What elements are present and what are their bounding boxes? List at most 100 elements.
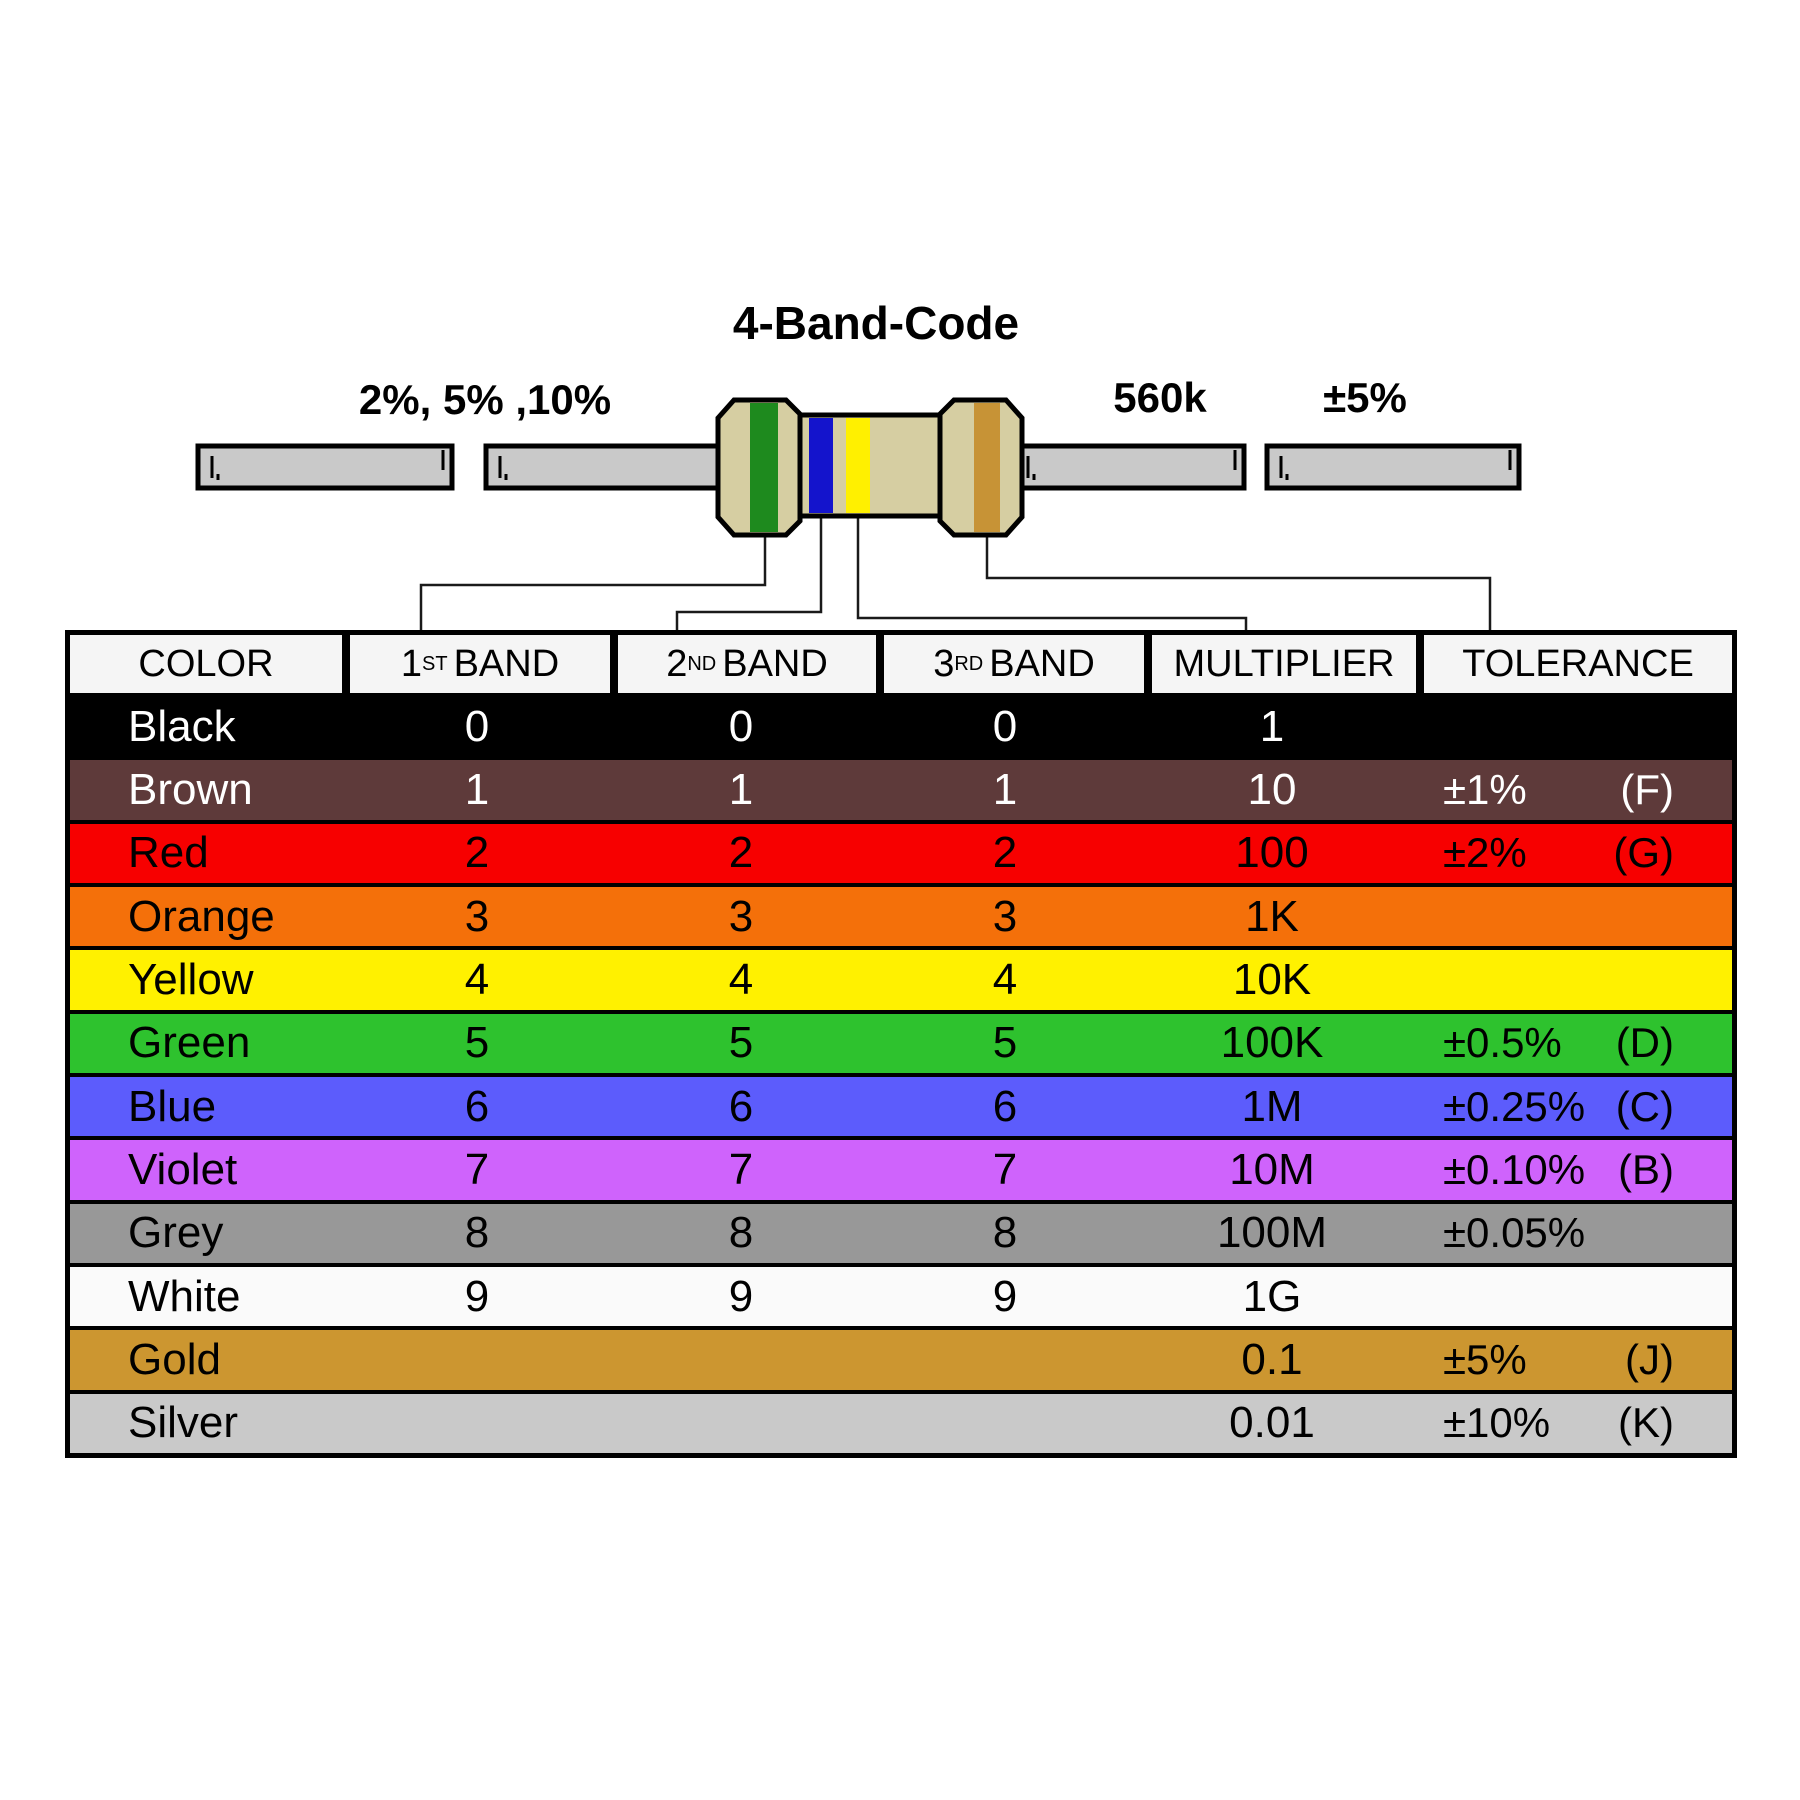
multiplier-cell: 1M xyxy=(1140,1076,1404,1137)
lead-bar-3 xyxy=(1011,443,1247,491)
tolerance-cell: ±10% (K) xyxy=(1409,1394,1732,1453)
tolerance-value-label: ±5% xyxy=(1323,374,1407,421)
band2-digit-cell: 8 xyxy=(612,1203,870,1263)
tolerance-letter: (C) xyxy=(1615,1082,1674,1130)
tolerance-cell xyxy=(1409,697,1732,756)
band1-digit-cell: 6 xyxy=(347,1076,607,1137)
header-3rd-num: 3 xyxy=(933,642,955,685)
table-row: Red 2 2 2 100 ±2% (G) xyxy=(70,823,1732,883)
multiplier-cell: 0.1 xyxy=(1140,1330,1404,1390)
color-name-cell: White xyxy=(128,1271,241,1321)
tolerance-value: ±0.05% xyxy=(1443,1209,1586,1257)
table-header-row: COLOR 1 ST BAND 2 ND BAND 3 RD BAND MULTIPLIER… xyxy=(70,635,1732,697)
tolerance-cell: ±0.10% (B) xyxy=(1409,1140,1732,1199)
tolerance-letter: (K) xyxy=(1618,1399,1674,1447)
lead-bar-1 xyxy=(195,443,455,491)
tolerance-value: ±0.10% xyxy=(1443,1145,1586,1193)
band2-digit-cell: 6 xyxy=(612,1076,870,1137)
band3-digit-cell: 1 xyxy=(875,760,1135,820)
header-1st-num: 1 xyxy=(400,642,422,685)
band3-digit-cell: 7 xyxy=(875,1140,1135,1200)
tolerance-value: ±5% xyxy=(1443,1335,1527,1383)
tolerance-value: ±0.5% xyxy=(1443,1019,1562,1067)
color-name-cell: Black xyxy=(128,701,236,751)
header-3rd-rest: BAND xyxy=(989,642,1095,685)
table-row: Brown 1 1 1 10 ±1% (F) xyxy=(70,760,1732,820)
connector-band1 xyxy=(419,533,767,630)
header-color: COLOR xyxy=(70,635,342,693)
table-row: Orange 3 3 3 1K xyxy=(70,886,1732,947)
band3-digit-cell: 8 xyxy=(875,1203,1135,1263)
table-body: Black 0 0 0 1 Brown 1 1 1 10 ±1% (F) Red… xyxy=(70,697,1732,1453)
tolerance-cell: ±1% (F) xyxy=(1409,760,1732,819)
band1-digit-cell xyxy=(347,1393,607,1453)
tolerance-value: ±0.25% xyxy=(1443,1082,1586,1130)
gold-band xyxy=(974,403,1000,532)
multiplier-cell: 1K xyxy=(1140,886,1404,947)
tolerance-options-label: 2%, 5% ,10% xyxy=(358,376,612,423)
multiplier-cell: 1G xyxy=(1140,1266,1404,1327)
color-name-cell: Brown xyxy=(128,764,253,814)
color-name-cell: Yellow xyxy=(128,954,254,1004)
connector-band2 xyxy=(675,516,823,630)
band2-digit-cell: 1 xyxy=(612,760,870,820)
band2-digit-cell: 5 xyxy=(612,1013,870,1073)
band1-digit-cell: 9 xyxy=(347,1266,607,1327)
tolerance-cell: ±0.05% xyxy=(1409,1204,1732,1263)
multiplier-cell: 0.01 xyxy=(1140,1393,1404,1453)
blue-band xyxy=(809,418,833,513)
color-name-cell: Blue xyxy=(128,1081,217,1131)
multiplier-cell: 100 xyxy=(1140,823,1404,883)
header-1st-band: 1 ST BAND xyxy=(350,635,610,693)
table-row: Blue 6 6 6 1M ±0.25% (C) xyxy=(70,1076,1732,1137)
tolerance-value: ±1% xyxy=(1443,765,1527,813)
color-name-cell: Silver xyxy=(128,1398,239,1448)
band3-digit-cell: 0 xyxy=(875,697,1135,757)
band3-digit-cell: 9 xyxy=(875,1266,1135,1327)
page-title: 4-Band-Code xyxy=(732,297,1020,349)
tolerance-letter: (B) xyxy=(1618,1145,1674,1193)
color-code-table: COLOR 1 ST BAND 2 ND BAND 3 RD BAND MULTIPLIER… xyxy=(65,630,1737,1458)
connector-lines xyxy=(419,516,1492,630)
header-multiplier: MULTIPLIER xyxy=(1152,635,1416,693)
table-row: Grey 8 8 8 100M ±0.05% xyxy=(70,1203,1732,1263)
band2-digit-cell: 3 xyxy=(612,886,870,947)
band3-digit-cell: 6 xyxy=(875,1076,1135,1137)
header-tolerance: TOLERANCE xyxy=(1424,635,1732,693)
header-2nd-num: 2 xyxy=(666,642,688,685)
multiplier-cell: 10K xyxy=(1140,950,1404,1010)
band1-digit-cell: 3 xyxy=(347,886,607,947)
tolerance-value: ±2% xyxy=(1443,829,1527,877)
color-name-cell: Gold xyxy=(128,1334,221,1384)
band1-digit-cell: 8 xyxy=(347,1203,607,1263)
color-name-cell: Orange xyxy=(128,891,275,941)
table-row: Black 0 0 0 1 xyxy=(70,697,1732,757)
resistance-value-label: 560k xyxy=(1113,374,1207,421)
band1-digit-cell: 0 xyxy=(347,697,607,757)
connector-band3 xyxy=(856,516,1248,630)
color-name-cell: Green xyxy=(128,1018,251,1068)
connector-band4 xyxy=(985,533,1492,630)
table-row: Green 5 5 5 100K ±0.5% (D) xyxy=(70,1013,1732,1073)
band1-digit-cell: 1 xyxy=(347,760,607,820)
band1-digit-cell xyxy=(347,1330,607,1390)
tolerance-letter: (J) xyxy=(1625,1335,1674,1383)
resistor-bands xyxy=(750,403,1000,532)
tolerance-letter: (G) xyxy=(1613,829,1674,877)
header-2nd-rest: BAND xyxy=(722,642,828,685)
lead-tick-marks xyxy=(210,450,1512,480)
tolerance-cell: ±0.5% (D) xyxy=(1409,1014,1732,1073)
tolerance-cell: ±0.25% (C) xyxy=(1409,1077,1732,1136)
band2-digit-cell xyxy=(612,1330,870,1390)
yellow-band xyxy=(846,418,870,513)
table-row: Yellow 4 4 4 10K xyxy=(70,950,1732,1010)
band3-digit-cell: 4 xyxy=(875,950,1135,1010)
header-1st-rest: BAND xyxy=(453,642,560,685)
band1-digit-cell: 2 xyxy=(347,823,607,883)
table-row: Silver 0.01 ±10% (K) xyxy=(70,1393,1732,1453)
multiplier-cell: 100K xyxy=(1140,1013,1404,1073)
band1-digit-cell: 5 xyxy=(347,1013,607,1073)
band3-digit-cell: 3 xyxy=(875,886,1135,947)
band3-digit-cell: 5 xyxy=(875,1013,1135,1073)
band2-digit-cell: 9 xyxy=(612,1266,870,1327)
